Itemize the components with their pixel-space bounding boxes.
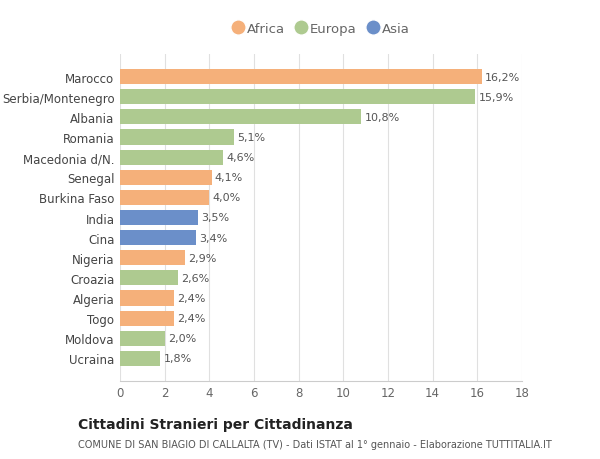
Bar (120, 130, 234, 145)
Text: 15,9%: 15,9% (478, 93, 514, 102)
Bar (120, 70, 482, 85)
Bar (120, 331, 164, 346)
Bar (120, 251, 185, 266)
Text: 2,6%: 2,6% (181, 273, 209, 283)
Text: 4,6%: 4,6% (226, 153, 254, 163)
Text: 10,8%: 10,8% (365, 112, 400, 123)
Bar (120, 211, 198, 225)
Text: 3,5%: 3,5% (202, 213, 230, 223)
Text: 4,0%: 4,0% (212, 193, 241, 203)
Text: 4,1%: 4,1% (215, 173, 243, 183)
Text: Cittadini Stranieri per Cittadinanza: Cittadini Stranieri per Cittadinanza (78, 417, 353, 431)
Text: 5,1%: 5,1% (237, 133, 265, 143)
Text: COMUNE DI SAN BIAGIO DI CALLALTA (TV) - Dati ISTAT al 1° gennaio - Elaborazione : COMUNE DI SAN BIAGIO DI CALLALTA (TV) - … (78, 440, 552, 449)
Bar (120, 110, 361, 125)
Text: 3,4%: 3,4% (199, 233, 227, 243)
Bar (120, 311, 173, 326)
Text: 1,8%: 1,8% (164, 353, 192, 364)
Legend: Africa, Europa, Asia: Africa, Europa, Asia (232, 22, 410, 36)
Bar (120, 190, 209, 206)
Bar (120, 230, 196, 246)
Text: 2,0%: 2,0% (168, 334, 196, 343)
Text: 2,4%: 2,4% (177, 293, 205, 303)
Bar (120, 170, 212, 185)
Text: 16,2%: 16,2% (485, 73, 520, 83)
Text: 2,9%: 2,9% (188, 253, 217, 263)
Bar (120, 150, 223, 165)
Bar (120, 291, 173, 306)
Bar (120, 271, 178, 286)
Bar (120, 90, 475, 105)
Text: 2,4%: 2,4% (177, 313, 205, 324)
Bar (120, 351, 160, 366)
